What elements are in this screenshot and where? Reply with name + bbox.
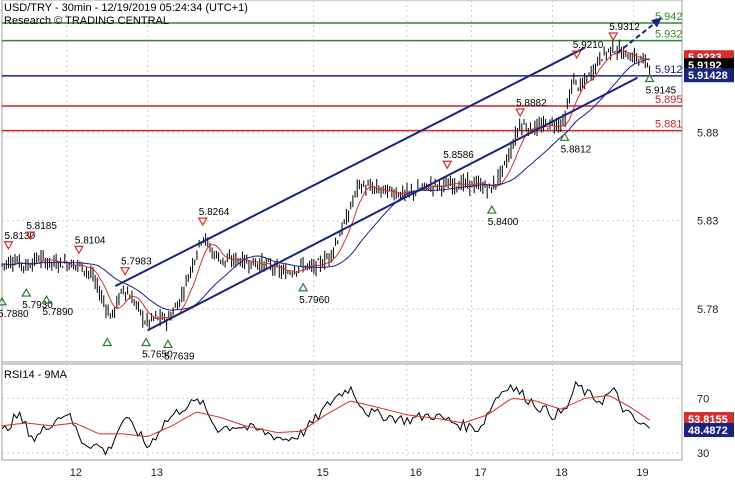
level-label: 5.932 bbox=[655, 29, 683, 41]
x-tick-label: 17 bbox=[475, 467, 487, 479]
pivot-high-marker bbox=[442, 160, 453, 170]
pivot-high-label: 5.8882 bbox=[516, 98, 547, 109]
level-label: 5.912 bbox=[655, 64, 683, 76]
pivot-low-marker bbox=[41, 294, 52, 304]
pivot-high-label: 5.8264 bbox=[199, 207, 230, 218]
pivot-low-marker bbox=[21, 287, 32, 297]
pivot-low-label: 5.7930 bbox=[22, 300, 53, 311]
pivot-low-label: 5.7639 bbox=[164, 351, 195, 362]
pivot-low-label: 5.9145 bbox=[646, 86, 677, 97]
pivot-low-label: 5.8400 bbox=[488, 217, 519, 228]
pivot-high-label: 5.8586 bbox=[443, 150, 474, 161]
pivot-high-label: 5.8130 bbox=[4, 231, 35, 242]
rsi-y-tick-label: 30 bbox=[697, 448, 709, 460]
pivot-high-label: 5.8104 bbox=[75, 235, 106, 246]
pivot-low-marker bbox=[298, 282, 309, 292]
pivot-low-label: 5.7880 bbox=[0, 309, 29, 320]
x-tick-label: 16 bbox=[410, 467, 422, 479]
pivot-high-marker bbox=[197, 217, 208, 227]
rsi-box-value-label: 48.4872 bbox=[688, 425, 728, 437]
x-tick-label: 12 bbox=[70, 467, 82, 479]
candles bbox=[1, 38, 651, 332]
horizontal-levels: 5.942 5.932 5.912 5.895 5.881 bbox=[2, 11, 683, 132]
pivot-high-marker bbox=[3, 241, 14, 250]
y-tick-label: 5.88 bbox=[697, 127, 718, 139]
rsi-box-value-bg bbox=[684, 423, 734, 438]
rsi-panel-frame bbox=[1, 363, 683, 461]
pivot-high-label: 5.9210 bbox=[573, 40, 604, 51]
pivot-low-marker bbox=[141, 337, 152, 347]
pivot-low-marker bbox=[559, 132, 570, 141]
pivot-low-marker bbox=[486, 204, 497, 214]
rsi-box-value: 48.4872 bbox=[684, 423, 734, 438]
x-tick-label: 18 bbox=[555, 467, 567, 479]
ma-slow-line bbox=[1, 58, 650, 311]
level-label: 5.895 bbox=[655, 94, 683, 106]
x-tick-label: 19 bbox=[636, 467, 648, 479]
projection-arrow-head bbox=[651, 17, 662, 28]
y-tick-label: 5.78 bbox=[697, 304, 718, 316]
channel-upper-line bbox=[114, 46, 586, 287]
projection-arrow-line bbox=[616, 16, 663, 54]
pivot-low-label: 5.7890 bbox=[43, 307, 74, 318]
pivot-high-marker bbox=[25, 231, 36, 241]
pivot-low-label: 5.7960 bbox=[299, 295, 330, 306]
level-label: 5.881 bbox=[655, 119, 683, 131]
level-label: 5.942 bbox=[655, 11, 683, 23]
pivot-low-marker bbox=[644, 73, 655, 83]
pivot-high-marker bbox=[120, 267, 131, 276]
rsi-ma-line bbox=[1, 395, 650, 438]
grid bbox=[2, 0, 682, 460]
x-tick-label: 15 bbox=[317, 467, 329, 479]
trend-channel bbox=[114, 16, 663, 332]
pivot-low-label: 5.7650 bbox=[142, 350, 173, 361]
pivot-high-label: 5.8185 bbox=[26, 221, 57, 232]
chart-subtitle: Research © TRADING CENTRAL bbox=[4, 15, 169, 27]
price-box-ma-blue: 5.91428 bbox=[684, 68, 734, 83]
channel-lower-line bbox=[147, 76, 638, 332]
x-tick-label: 13 bbox=[151, 467, 163, 479]
pivot-low-label: 5.8812 bbox=[561, 144, 592, 155]
rsi-title: RSI14 - 9MA bbox=[4, 369, 68, 381]
pivot-high-marker bbox=[571, 50, 582, 60]
y-tick-label: 5.83 bbox=[697, 216, 718, 228]
pivot-low-marker bbox=[162, 339, 173, 349]
pivot-low-marker bbox=[0, 296, 8, 306]
pivot-high-marker bbox=[608, 32, 619, 42]
rsi-line bbox=[1, 380, 650, 456]
pivot-high-label: 5.7983 bbox=[121, 257, 152, 268]
chart-title: USD/TRY - 30min - 12/19/2019 05:24:34 (U… bbox=[4, 2, 248, 14]
pivot-high-marker bbox=[73, 245, 84, 255]
pivot-high-label: 5.9312 bbox=[609, 22, 640, 33]
pivot-high-marker bbox=[515, 108, 526, 118]
rsi-box-ma-bg bbox=[684, 412, 734, 427]
rsi-y-tick-label: 70 bbox=[697, 393, 709, 405]
rsi-lines bbox=[1, 380, 650, 456]
pivot-low-marker bbox=[102, 337, 113, 347]
price-panel-frame bbox=[1, 0, 683, 363]
axes: 12 13 15 16 17 18 19 5.78 5.83 5.88 30 70 bbox=[70, 127, 719, 479]
price-box-ma-blue-bg bbox=[684, 68, 734, 83]
price-box-ma-blue-label: 5.91428 bbox=[688, 70, 728, 82]
